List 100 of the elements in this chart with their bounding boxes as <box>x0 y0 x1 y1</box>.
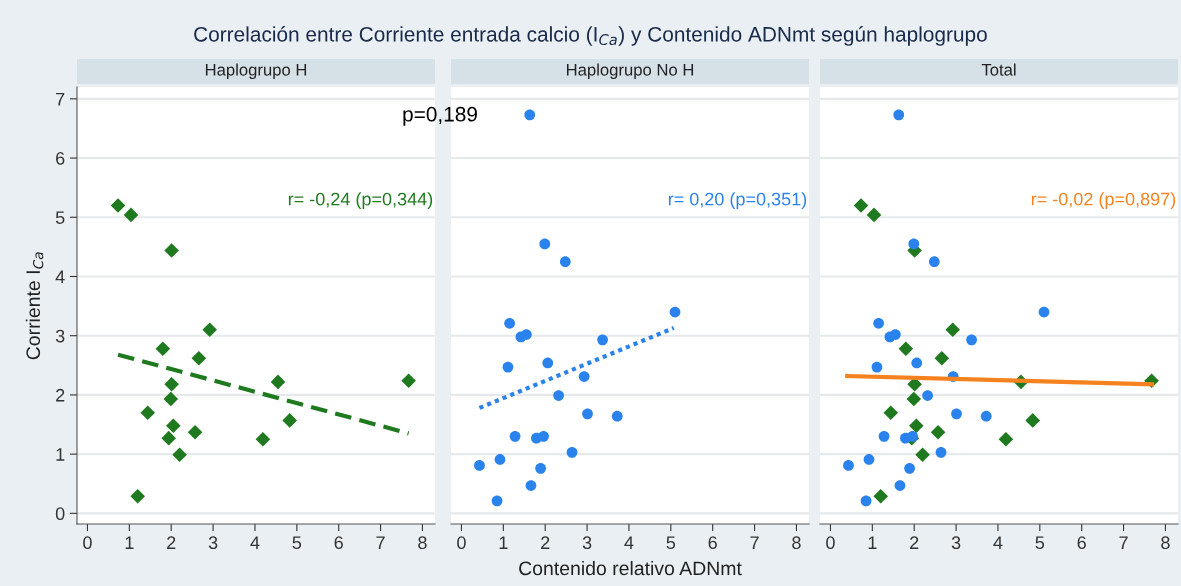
point <box>935 446 947 458</box>
point <box>907 430 918 442</box>
point <box>898 341 914 357</box>
point <box>945 322 961 338</box>
point <box>110 198 126 213</box>
point <box>524 109 536 121</box>
point <box>559 256 571 268</box>
x-tick-label: 0 <box>457 536 466 550</box>
chart-title: Total <box>981 63 1016 76</box>
x-tick-label: 7 <box>750 536 759 549</box>
point <box>922 390 933 401</box>
y-tick-label: 3 <box>55 329 65 343</box>
point <box>889 329 901 340</box>
point <box>611 410 623 422</box>
x-tick-label: 6 <box>1077 536 1086 550</box>
point <box>915 447 930 462</box>
point <box>930 424 946 440</box>
x-tick-label: 2 <box>167 536 176 549</box>
point <box>863 454 875 465</box>
x-tick-label: 5 <box>292 536 302 550</box>
x-tick-label: 8 <box>792 536 801 550</box>
y-tick-label: 0 <box>55 507 65 521</box>
point <box>525 480 537 491</box>
y-tick-label: 2 <box>56 388 65 402</box>
point <box>163 391 179 407</box>
x-tick-label: 6 <box>708 536 717 550</box>
point <box>502 361 514 373</box>
point <box>980 410 992 422</box>
point <box>906 391 922 407</box>
point <box>893 109 905 121</box>
point <box>1038 306 1050 318</box>
y-tick-label: 6 <box>56 151 65 165</box>
x-tick-label: 4 <box>624 536 634 549</box>
point <box>504 317 515 329</box>
x-tick-label: 0 <box>83 536 92 550</box>
point <box>1025 413 1040 428</box>
point <box>597 334 608 346</box>
annotation: r= -0,24 (p=0,344) <box>288 192 433 210</box>
point <box>904 462 915 474</box>
point <box>155 341 171 357</box>
point <box>853 198 869 213</box>
point <box>191 350 207 366</box>
point <box>878 430 890 442</box>
point <box>130 488 145 504</box>
point <box>866 207 882 223</box>
y-tick-label: 7 <box>56 92 65 106</box>
point <box>883 405 899 420</box>
x-tick-label: 7 <box>1119 536 1128 549</box>
point <box>934 350 950 366</box>
point <box>123 207 139 223</box>
annotation: r= -0,02 (p=0,897) <box>1031 192 1176 210</box>
chart-title: Haplogrupo No H <box>566 63 694 79</box>
text: Correlación entre Corriente entrada calcio (I$_{Ca}$) y Contenido ADNmt según haplogrupo <box>194 26 987 46</box>
point <box>928 256 940 268</box>
y-tick-label: 4 <box>55 270 65 284</box>
point <box>873 317 884 329</box>
point <box>401 373 416 388</box>
point <box>911 357 923 369</box>
point <box>161 430 176 446</box>
point <box>578 371 590 382</box>
y-tick-label: 5 <box>55 211 65 224</box>
x-tick-label: 5 <box>666 536 676 550</box>
point <box>474 460 485 471</box>
point <box>966 334 977 346</box>
point <box>908 238 920 250</box>
point <box>566 446 578 458</box>
x-tick-label: 1 <box>499 536 508 549</box>
point <box>669 306 681 318</box>
point <box>894 480 906 491</box>
point <box>166 418 181 433</box>
point <box>187 424 203 440</box>
point <box>164 243 179 258</box>
point <box>542 357 554 369</box>
x-tick-label: 5 <box>1035 536 1045 550</box>
x-tick-label: 1 <box>868 536 877 549</box>
point <box>873 488 888 504</box>
x-tick-label: 4 <box>993 536 1003 549</box>
x-tick-label: 3 <box>582 536 592 550</box>
point <box>951 408 962 420</box>
point <box>140 405 156 420</box>
point <box>520 329 532 340</box>
annotation: p=0,189 <box>403 106 477 126</box>
x-tick-label: 3 <box>208 536 218 550</box>
point <box>202 322 218 338</box>
x-tick-label: 7 <box>376 536 385 549</box>
point <box>582 408 593 420</box>
point <box>553 390 564 401</box>
x-tick-label: 3 <box>951 536 961 550</box>
point <box>172 447 187 462</box>
point <box>909 418 924 433</box>
point <box>538 430 549 442</box>
x-tick-label: 4 <box>250 536 260 549</box>
point <box>282 413 297 428</box>
x-tick-label: 2 <box>910 536 919 549</box>
point <box>843 460 854 471</box>
point <box>164 376 179 392</box>
point <box>255 432 271 447</box>
point <box>270 374 286 390</box>
x-axis-title: Contenido relativo ADNmt <box>519 560 742 576</box>
x-tick-label: 0 <box>826 536 835 550</box>
